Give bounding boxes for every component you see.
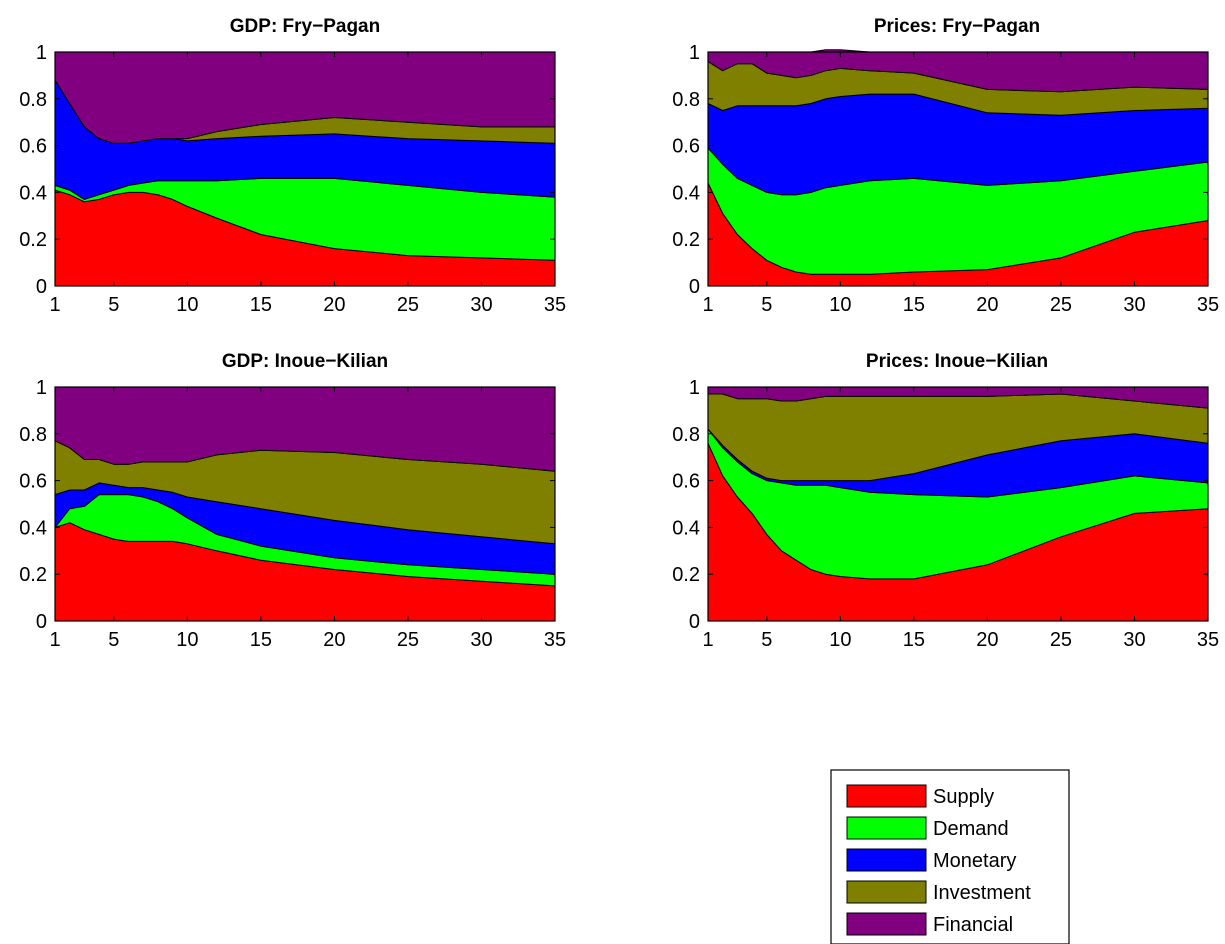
x-tick-label: 10 (829, 294, 851, 316)
panel-gdp-fry-pagan: GDP: Fry−Pagan 1 5 10 15 20 25 30 3500.20.40.60… (19, 16, 566, 316)
y-tick-label: 0.2 (19, 564, 47, 586)
y-tick-label: 0.6 (672, 136, 700, 158)
y-tick-label: 0.6 (19, 136, 47, 158)
legend-swatch-monetary (846, 848, 927, 872)
axes-frame (707, 386, 1209, 622)
x-tick-label: 5 (761, 294, 772, 316)
y-tick-label: 0.8 (672, 89, 700, 111)
y-tick-label: 1 (689, 377, 700, 399)
x-tick-label: 10 (176, 629, 198, 651)
y-tick-label: 1 (36, 377, 47, 399)
legend-swatch-supply (846, 784, 927, 808)
legend-swatch-financial (846, 912, 927, 936)
y-tick-label: 0 (36, 611, 47, 633)
x-tick-label: 20 (976, 294, 998, 316)
panel-prices-fry-pagan: Prices: Fry−Pagan 1 5 10 15 20 25 30 3500.20.40… (672, 16, 1219, 316)
legend-label-monetary: Monetary (933, 850, 1016, 872)
panel-title: GDP: Fry−Pagan (230, 16, 380, 37)
x-tick-label: 35 (544, 294, 566, 316)
y-tick-label: 0.6 (19, 471, 47, 493)
x-tick-label: 15 (903, 629, 925, 651)
legend: Supply Demand Monetary Investment Financial (830, 769, 1070, 944)
y-tick-label: 0.4 (672, 182, 700, 204)
y-tick-label: 0 (689, 611, 700, 633)
axes-frame (707, 51, 1209, 287)
x-tick-label: 30 (470, 629, 492, 651)
x-tick-label: 30 (470, 294, 492, 316)
x-tick-label: 25 (397, 629, 419, 651)
x-tick-label: 25 (1050, 294, 1072, 316)
x-tick-label: 25 (397, 294, 419, 316)
y-tick-label: 0.8 (19, 89, 47, 111)
legend-swatch-demand (846, 816, 927, 840)
legend-items: Supply Demand Monetary Investment Financial (846, 784, 1031, 936)
legend-swatch-investment (846, 880, 927, 904)
x-tick-label: 15 (250, 629, 272, 651)
legend-label-financial: Financial (933, 914, 1013, 936)
y-tick-label: 0.4 (672, 517, 700, 539)
axes-frame (54, 386, 556, 622)
y-tick-label: 0.2 (672, 564, 700, 586)
x-tick-label: 35 (544, 629, 566, 651)
y-tick-label: 0.6 (672, 471, 700, 493)
y-tick-label: 0.4 (19, 517, 47, 539)
x-tick-label: 10 (176, 294, 198, 316)
y-tick-label: 0.2 (19, 229, 47, 251)
y-tick-label: 1 (689, 42, 700, 64)
legend-label-supply: Supply (933, 786, 994, 808)
x-tick-label: 30 (1123, 294, 1145, 316)
y-tick-label: 0 (689, 276, 700, 298)
x-tick-label: 5 (108, 629, 119, 651)
panel-title: Prices: Fry−Pagan (874, 16, 1040, 37)
legend-label-demand: Demand (933, 818, 1009, 840)
x-tick-label: 35 (1197, 629, 1219, 651)
y-tick-label: 0.8 (672, 424, 700, 446)
legend-label-investment: Investment (933, 882, 1031, 904)
axes-frame (54, 51, 556, 287)
x-tick-label: 5 (108, 294, 119, 316)
y-tick-label: 0 (36, 276, 47, 298)
x-tick-label: 20 (976, 629, 998, 651)
x-tick-label: 20 (323, 629, 345, 651)
y-tick-label: 0.2 (672, 229, 700, 251)
panel-title: GDP: Inoue−Kilian (222, 351, 388, 372)
x-tick-label: 1 (49, 629, 60, 651)
y-tick-label: 0.4 (19, 182, 47, 204)
x-tick-label: 15 (903, 294, 925, 316)
x-tick-label: 1 (702, 294, 713, 316)
x-tick-label: 1 (702, 629, 713, 651)
x-tick-label: 35 (1197, 294, 1219, 316)
x-tick-label: 10 (829, 629, 851, 651)
x-tick-label: 15 (250, 294, 272, 316)
panel-title: Prices: Inoue−Kilian (866, 351, 1048, 372)
panel-prices-inoue-kilian: Prices: Inoue−Kilian 1 5 10 15 20 25 30 3500.20… (672, 351, 1219, 651)
x-tick-label: 25 (1050, 629, 1072, 651)
x-tick-label: 30 (1123, 629, 1145, 651)
x-tick-label: 1 (49, 294, 60, 316)
panel-gdp-inoue-kilian: GDP: Inoue−Kilian 1 5 10 15 20 25 30 3500.20.40… (19, 351, 566, 651)
x-tick-label: 5 (761, 629, 772, 651)
y-tick-label: 0.8 (19, 424, 47, 446)
x-tick-label: 20 (323, 294, 345, 316)
y-tick-label: 1 (36, 42, 47, 64)
